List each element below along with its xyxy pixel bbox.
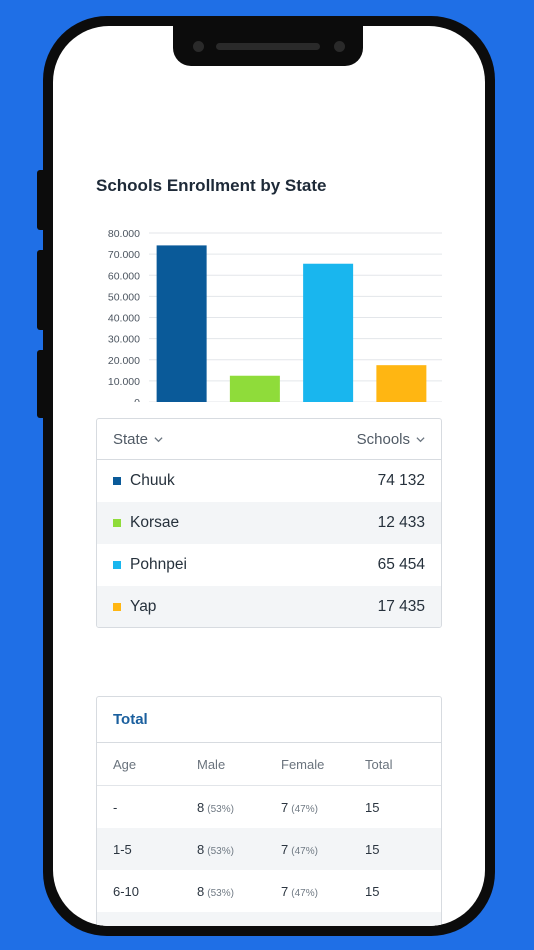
bar-pohnpei[interactable] [303,263,354,402]
y-tick-label: 0 [134,397,140,402]
table-row-partial [97,912,441,926]
male-cell: 8 (53%) [197,841,234,857]
age-cell: 6-10 [113,883,140,899]
school-count: 17 435 [377,598,425,615]
state-name: Chuuk [130,472,175,489]
table-row[interactable]: Pohnpei 65 454 [97,544,441,586]
table-row[interactable]: Yap 17 435 [97,586,441,627]
y-tick-label: 10.000 [108,376,140,388]
legend-swatch [113,477,121,485]
total-header: Total [365,756,393,772]
total-table-title: Total [97,697,441,743]
speaker-grille [216,43,320,50]
sensor-icon [334,41,345,52]
y-tick-label: 30.000 [108,334,140,346]
table-row[interactable]: Chuuk 74 132 [97,460,441,502]
chevron-down-icon [154,436,163,442]
state-name: Yap [130,598,157,615]
camera-icon [193,41,204,52]
legend-swatch [113,519,121,527]
enrollment-bar-chart: 80.000 70.000 60.000 50.000 40.000 30.000 20.0… [108,228,442,402]
school-count: 12 433 [377,514,425,531]
schools-column-sort[interactable]: Schools [357,431,425,448]
phone-notch [173,26,363,66]
legend-swatch [113,603,121,611]
y-tick-label: 50.000 [108,291,140,303]
state-column-label: State [113,430,149,448]
table-row: - 8 (53%) 7 (47%) 15 [97,786,441,828]
female-cell: 7 (47%) [281,841,318,857]
state-name: Pohnpei [130,556,187,573]
age-cell: 1-5 [113,841,132,857]
schools-column-label: Schools [356,430,410,448]
female-cell: 7 (47%) [281,799,318,815]
phone-side-button [37,170,45,230]
total-cell: 15 [365,883,380,899]
total-cell: 15 [365,799,380,815]
bar-korsae[interactable] [229,375,280,402]
male-cell: 8 (53%) [197,883,234,899]
school-count: 65 454 [377,556,425,573]
total-table: Total Age Male Female Total - 8 (53%) 7 (4… [96,696,442,926]
y-tick-label: 60.000 [108,270,140,282]
total-cell: 15 [365,841,380,857]
state-table-header: State Schools [97,419,441,460]
y-tick-label: 20.000 [108,355,140,367]
chevron-down-icon [416,436,425,442]
age-header: Age [113,756,137,772]
age-cell: - [113,799,118,815]
female-cell: 7 (47%) [281,883,318,899]
y-tick-label: 40.000 [108,313,140,325]
state-name: Korsae [130,514,180,531]
table-row[interactable]: Korsae 12 433 [97,502,441,544]
legend-swatch [113,561,121,569]
y-tick-label: 80.000 [108,228,140,240]
phone-screen: Schools Enrollment by State 80.000 70.000… [53,26,485,926]
bar-yap[interactable] [376,365,427,402]
male-cell: 8 (53%) [197,799,234,815]
chart-title: Schools Enrollment by State [96,176,327,195]
total-table-header: Age Male Female Total [97,743,441,786]
state-column-sort[interactable]: State [113,431,163,448]
bar-chuuk[interactable] [156,245,207,402]
phone-frame: Schools Enrollment by State 80.000 70.000… [43,16,495,936]
y-tick-label: 70.000 [108,249,140,261]
table-row: 6-10 8 (53%) 7 (47%) 15 [97,870,441,912]
table-row: 1-5 8 (53%) 7 (47%) 15 [97,828,441,870]
phone-volume-up [37,250,45,330]
phone-volume-down [37,350,45,418]
female-header: Female [281,756,325,772]
state-table: State Schools Chuuk 74 132 Korsae 12 433 [96,418,442,628]
school-count: 74 132 [377,472,425,489]
male-header: Male [197,756,226,772]
